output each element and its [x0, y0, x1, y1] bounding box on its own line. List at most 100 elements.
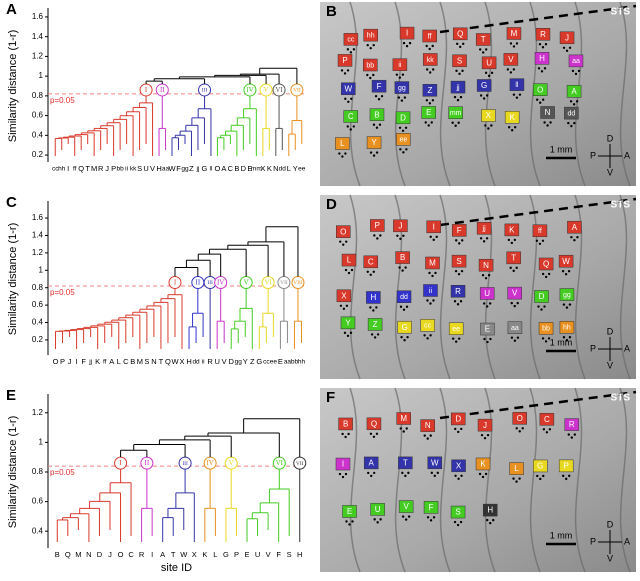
site-box: [341, 82, 356, 96]
cluster-label: III: [202, 88, 208, 94]
electrode-dot: [561, 270, 565, 273]
leaf-label: H: [156, 164, 161, 173]
electrode-dot: [536, 98, 539, 101]
electrode-dot: [510, 129, 514, 132]
electrode-dot: [432, 299, 435, 302]
y-tick-label: 1.4: [32, 32, 44, 41]
electrode-dot: [349, 128, 352, 131]
electrode-dot: [339, 240, 342, 243]
site-label: Y: [345, 318, 351, 327]
cluster-label: VII: [280, 280, 288, 286]
site-box: [559, 321, 575, 334]
leaf-label: S: [137, 164, 142, 173]
leaf-label: hh: [298, 359, 306, 366]
image-letter: D: [326, 196, 337, 213]
leaf-label: G: [202, 164, 208, 173]
electrode-dot: [401, 129, 405, 132]
electrode-dot: [510, 241, 514, 245]
compass-label: P: [590, 343, 596, 353]
site-box: [507, 321, 523, 334]
electrode-dot: [576, 235, 579, 239]
cluster-label: VII: [296, 461, 304, 467]
electrode-dot: [434, 271, 437, 275]
y-tick-label: 0.2: [32, 150, 44, 159]
leaf-label: gg: [181, 166, 189, 173]
electrode-dot: [545, 431, 549, 434]
electrode-dot: [456, 42, 459, 46]
electrode-dot: [402, 308, 406, 311]
site-label: R: [569, 420, 575, 429]
site-label: S: [455, 508, 460, 517]
leaf-label: X: [180, 357, 185, 366]
electrode-dot: [375, 306, 378, 309]
site-label: L: [347, 256, 352, 265]
leaf-label: S: [144, 357, 149, 366]
electrode-dot: [568, 303, 572, 306]
electrode-dot: [548, 428, 552, 431]
electrode-dot: [431, 99, 435, 102]
cluster-label: V: [264, 86, 269, 94]
electrode-dot: [345, 520, 348, 523]
electrode-dot: [429, 302, 432, 305]
vessel: [574, 194, 586, 380]
electrode-dot: [515, 96, 519, 99]
electrode-dot: [402, 430, 405, 433]
y-tick-label: 0.8: [32, 283, 44, 292]
electrode-dot: [562, 474, 565, 478]
leaf-label: ii: [202, 359, 205, 366]
site-box: [558, 459, 574, 473]
electrode-dot: [459, 520, 463, 524]
electrode-dot: [460, 427, 463, 431]
site-box: [507, 286, 522, 300]
electrode-dot: [538, 43, 542, 46]
electrode-dot: [369, 151, 373, 154]
leaf-label: O: [118, 550, 124, 559]
scale-label: 1 mm: [550, 144, 573, 154]
electrode-dot: [344, 97, 347, 100]
electrode-dot: [568, 336, 572, 339]
leaf-label: ee: [298, 166, 306, 173]
site-label: T: [511, 253, 516, 262]
electrode-dot: [573, 121, 576, 125]
electrode-dot: [567, 270, 571, 273]
leaf-label: dd: [279, 166, 287, 173]
electrode-dot: [431, 44, 434, 48]
site-label: X: [341, 291, 347, 300]
electrode-dot: [512, 68, 516, 71]
site-box: [481, 56, 497, 70]
electrode-dot: [490, 124, 493, 127]
electrode-dot: [459, 300, 463, 303]
site-label: C: [544, 415, 550, 424]
cluster-label: VI: [264, 279, 272, 287]
leaf-label: B: [234, 164, 239, 173]
site-label: R: [540, 30, 546, 39]
electrode-dot: [509, 71, 513, 74]
electrode-dot: [407, 471, 410, 475]
site-box: [422, 53, 438, 66]
site-box: [509, 78, 525, 91]
electrode-dot: [479, 48, 482, 51]
electrode-dot: [346, 334, 350, 338]
electrode-dot: [451, 337, 455, 340]
site-box: [532, 224, 548, 238]
site-label: cc: [347, 37, 355, 44]
y-tick-label: 0.8: [32, 91, 44, 100]
site-label: H: [487, 506, 493, 515]
electrode-dot: [369, 46, 372, 50]
leaf-label: O: [53, 357, 59, 366]
leaf-label: L: [213, 550, 217, 559]
site-box: [506, 251, 521, 265]
y-tick-label: 0.4: [32, 526, 44, 535]
electrode-dot: [343, 331, 347, 335]
cluster-label: IV: [206, 459, 213, 467]
electrode-dot: [506, 68, 510, 71]
site-label: C: [368, 257, 374, 266]
site-label: dd: [567, 110, 575, 117]
site-box: [369, 108, 385, 121]
electrode-dot: [512, 45, 516, 48]
electrode-dot: [539, 101, 542, 104]
electrode-dot: [567, 121, 570, 125]
compass-label: D: [607, 519, 614, 529]
leaf-label: A: [109, 357, 114, 366]
electrode-dot: [543, 305, 546, 308]
